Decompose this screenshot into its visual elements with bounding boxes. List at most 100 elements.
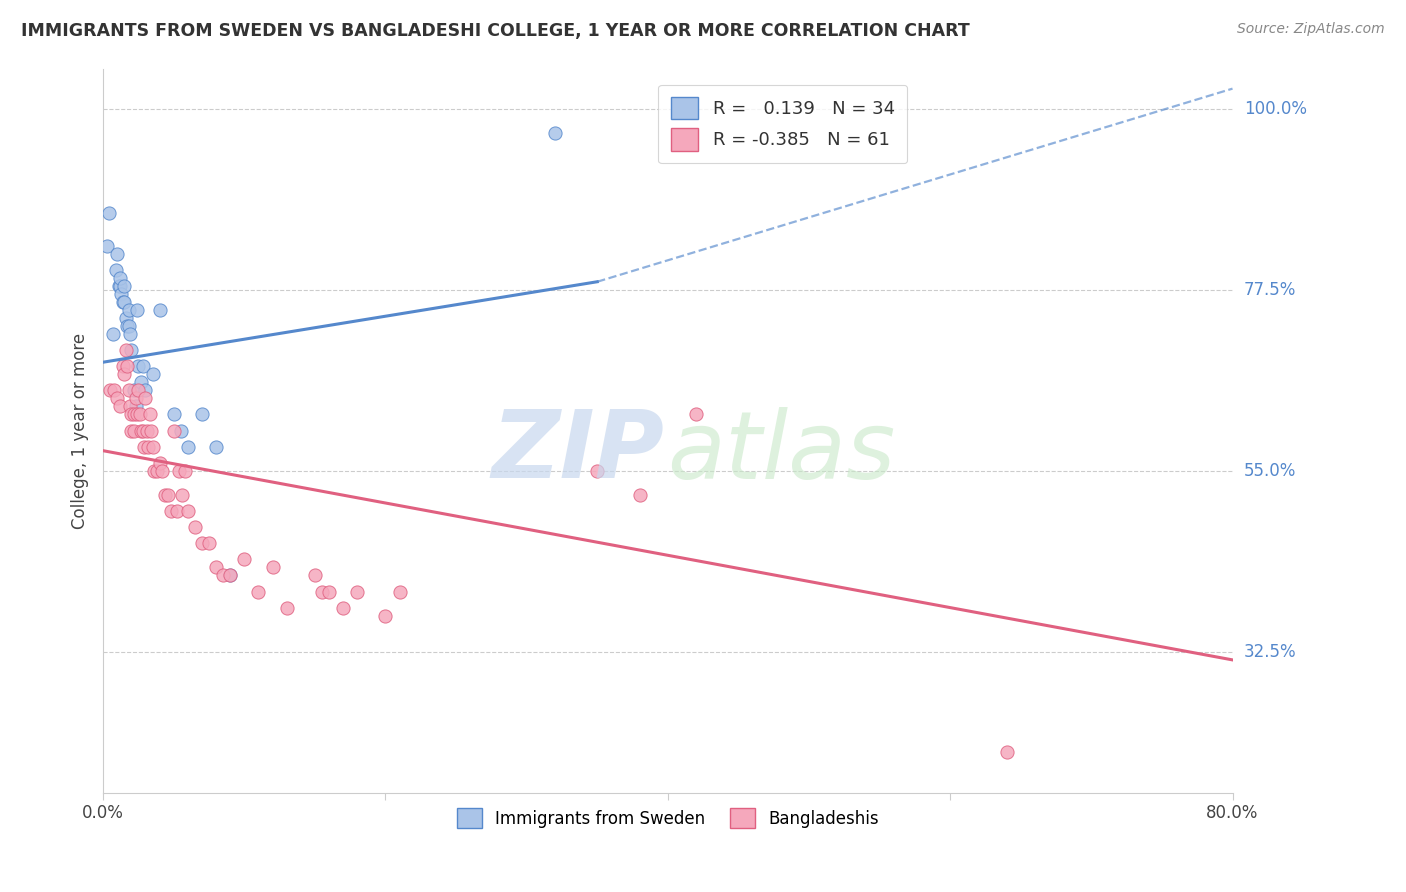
Point	[174, 464, 197, 478]
Point	[544, 126, 567, 140]
Point	[131, 424, 153, 438]
Text: atlas: atlas	[666, 407, 894, 498]
Point	[172, 488, 194, 502]
Point	[120, 408, 142, 422]
Point	[388, 584, 411, 599]
Text: ZIP: ZIP	[491, 407, 664, 499]
Point	[318, 584, 340, 599]
Point	[304, 568, 326, 582]
Point	[108, 278, 131, 293]
Point	[128, 408, 150, 422]
Point	[132, 440, 155, 454]
Point	[374, 608, 396, 623]
Point	[127, 359, 149, 374]
Point	[163, 424, 186, 438]
Point	[177, 504, 200, 518]
Point	[332, 600, 354, 615]
Point	[115, 318, 138, 333]
Point	[96, 238, 118, 252]
Point	[346, 584, 368, 599]
Point	[108, 270, 131, 285]
Point	[685, 408, 707, 422]
Point	[628, 488, 651, 502]
Point	[98, 384, 121, 398]
Point	[184, 520, 207, 534]
Point	[105, 246, 128, 260]
Point	[205, 440, 228, 454]
Point	[198, 536, 221, 550]
Point	[219, 568, 242, 582]
Point	[170, 424, 193, 438]
Point	[124, 400, 146, 414]
Point	[219, 568, 242, 582]
Point	[149, 456, 172, 470]
Point	[129, 424, 152, 438]
Point	[205, 560, 228, 574]
Point	[107, 278, 129, 293]
Point	[233, 552, 256, 566]
Point	[163, 408, 186, 422]
Point	[105, 392, 128, 406]
Point	[262, 560, 284, 574]
Point	[146, 464, 169, 478]
Text: 32.5%: 32.5%	[1244, 643, 1296, 661]
Point	[142, 464, 165, 478]
Point	[117, 302, 139, 317]
Text: 55.0%: 55.0%	[1244, 462, 1296, 480]
Text: IMMIGRANTS FROM SWEDEN VS BANGLADESHI COLLEGE, 1 YEAR OR MORE CORRELATION CHART: IMMIGRANTS FROM SWEDEN VS BANGLADESHI CO…	[21, 22, 970, 40]
Point	[152, 464, 174, 478]
Point	[117, 318, 139, 333]
Point	[995, 746, 1018, 760]
Point	[112, 278, 135, 293]
Point	[139, 424, 162, 438]
Point	[212, 568, 235, 582]
Point	[114, 343, 136, 358]
Point	[112, 368, 135, 382]
Point	[114, 310, 136, 325]
Y-axis label: College, 1 year or more: College, 1 year or more	[72, 333, 89, 529]
Point	[111, 294, 134, 309]
Point	[120, 424, 142, 438]
Point	[97, 206, 120, 220]
Point	[118, 400, 141, 414]
Point	[112, 294, 135, 309]
Legend: Immigrants from Sweden, Bangladeshis: Immigrants from Sweden, Bangladeshis	[450, 801, 886, 835]
Point	[108, 400, 131, 414]
Point	[122, 424, 145, 438]
Point	[122, 384, 145, 398]
Point	[177, 440, 200, 454]
Point	[149, 302, 172, 317]
Point	[191, 408, 214, 422]
Point	[118, 326, 141, 341]
Point	[160, 504, 183, 518]
Point	[122, 408, 145, 422]
Point	[125, 302, 148, 317]
Point	[117, 384, 139, 398]
Point	[101, 326, 124, 341]
Point	[135, 424, 157, 438]
Point	[157, 488, 180, 502]
Point	[141, 368, 163, 382]
Point	[311, 584, 333, 599]
Point	[103, 384, 125, 398]
Point	[129, 376, 152, 390]
Point	[127, 384, 149, 398]
Point	[111, 359, 134, 374]
Point	[125, 408, 148, 422]
Point	[166, 504, 188, 518]
Point	[141, 440, 163, 454]
Point	[155, 488, 177, 502]
Point	[115, 359, 138, 374]
Point	[110, 286, 132, 301]
Point	[586, 464, 609, 478]
Point	[134, 384, 156, 398]
Point	[138, 408, 160, 422]
Point	[120, 343, 142, 358]
Point	[169, 464, 191, 478]
Text: 100.0%: 100.0%	[1244, 100, 1306, 118]
Point	[136, 440, 159, 454]
Point	[134, 392, 156, 406]
Text: Source: ZipAtlas.com: Source: ZipAtlas.com	[1237, 22, 1385, 37]
Point	[104, 262, 127, 277]
Point	[131, 359, 153, 374]
